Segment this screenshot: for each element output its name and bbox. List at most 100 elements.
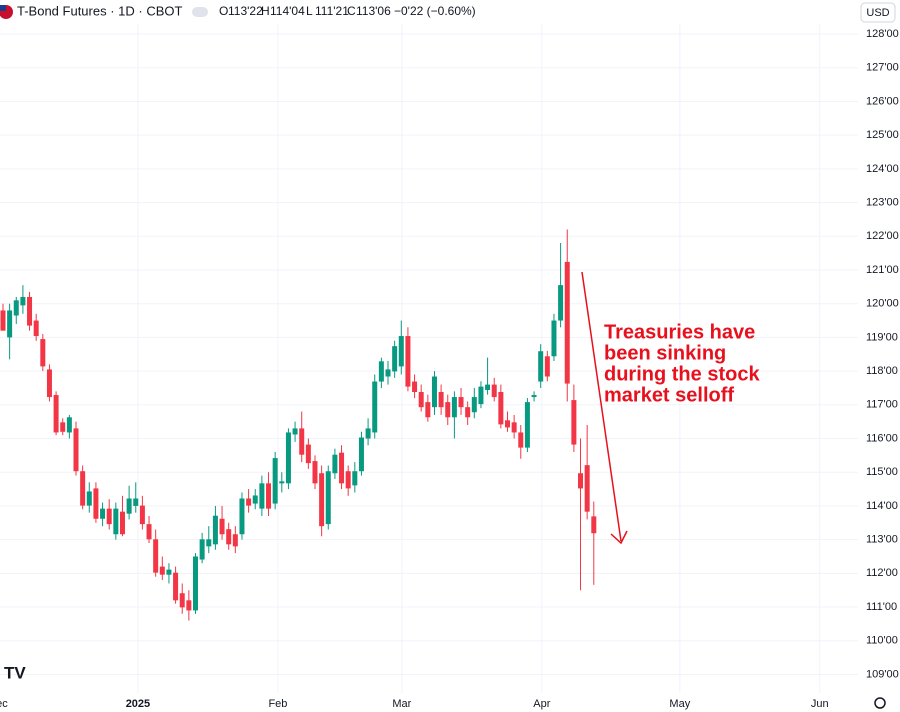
axis-labels: 109'00 110'00 111'00 112'00 113'00 114'00 115'… (0, 28, 899, 710)
candle-body (259, 483, 265, 509)
flag-icon-canton (0, 5, 6, 11)
candle-body (106, 508, 112, 525)
y-tick-label: 126'00 (866, 95, 899, 107)
candle-body (319, 473, 325, 527)
candle-body (20, 296, 26, 306)
candle-body (471, 397, 477, 413)
candle-body (332, 454, 338, 474)
y-tick-label: 114'00 (866, 500, 898, 512)
x-tick-label: Feb (268, 698, 287, 710)
candle-body (285, 432, 291, 484)
candle-body (192, 556, 198, 611)
legend-key: C (347, 4, 356, 18)
y-tick-label: 112'00 (866, 567, 898, 579)
candle-body (312, 461, 318, 484)
candle-body (206, 539, 212, 547)
candle-body (564, 261, 570, 384)
candle-body (465, 407, 471, 418)
x-tick-label: Mar (392, 698, 411, 710)
status-pill (192, 7, 208, 17)
legend-value: 113'22 (228, 4, 263, 18)
x-tick-label: 2025 (126, 698, 150, 710)
candle-body (173, 572, 179, 601)
y-tick-label: 116'00 (866, 432, 898, 444)
candle-body (518, 432, 524, 448)
y-tick-label: 121'00 (866, 264, 899, 276)
change-value: −0'22 (−0.60%) (394, 4, 476, 18)
candle-body (113, 508, 119, 535)
candle-body (133, 498, 139, 506)
candle-body (372, 381, 378, 433)
y-tick-label: 119'00 (866, 331, 898, 343)
candle-body (239, 498, 245, 535)
candle-body (80, 471, 86, 506)
candle-body (166, 569, 172, 575)
candle-body (438, 392, 444, 408)
candle-body (199, 539, 205, 560)
candle-body (425, 402, 431, 418)
candle-body (352, 471, 358, 486)
y-tick-label: 110'00 (866, 635, 898, 647)
candle-body (491, 384, 497, 398)
legend-key: O (219, 4, 228, 18)
ohlc-legend: O 113'22H 114'04 L 111'21C 113'06 (219, 4, 391, 18)
candle-body (538, 351, 544, 382)
candle-body (153, 539, 159, 573)
candle-body (46, 369, 52, 398)
candle-body (305, 444, 311, 464)
candle-body (246, 498, 252, 506)
candle-body (358, 437, 364, 472)
legend-value: 113'06 (356, 4, 391, 18)
x-tick-label: May (669, 698, 690, 710)
y-tick-label: 111'00 (866, 601, 897, 613)
candle-body (126, 498, 132, 514)
candle-body (378, 361, 384, 382)
candle-body (292, 428, 298, 435)
tv-logo[interactable]: TV (4, 663, 26, 682)
candle-body (266, 483, 272, 509)
candle-body (345, 471, 351, 489)
candle-body (325, 471, 331, 525)
legend-value: 111'21 (315, 4, 349, 18)
candle-body (86, 491, 92, 506)
candle-body (252, 495, 258, 504)
candle-body (511, 422, 517, 433)
candle-body (139, 505, 145, 525)
y-tick-label: 120'00 (866, 298, 899, 310)
candle-body (60, 422, 66, 432)
symbol-title[interactable]: T-Bond Futures · 1D · CBOT (17, 3, 182, 18)
y-tick-label: 128'00 (866, 28, 899, 40)
candle-body (0, 310, 6, 331)
y-tick-label: 125'00 (866, 129, 899, 141)
candle-body (33, 320, 39, 337)
candle-body (100, 508, 106, 519)
candle-body (544, 356, 550, 377)
candle-body (53, 395, 59, 433)
legend-value: 114'04 (270, 4, 305, 18)
candle-body (7, 310, 13, 338)
candles (0, 229, 597, 621)
candle-body (146, 524, 152, 540)
currency-button[interactable] (860, 2, 896, 23)
y-tick-label: 118'00 (866, 365, 898, 377)
candle-body (405, 336, 411, 387)
candle-body (13, 300, 19, 316)
annotation-text: market selloff (604, 384, 734, 406)
candle-body (398, 336, 404, 367)
annotation-arrowhead (610, 530, 628, 545)
candle-body (524, 402, 530, 448)
candle-body (531, 395, 537, 398)
candle-body (212, 515, 218, 545)
candle-body (418, 392, 424, 408)
y-tick-label: 113'00 (866, 534, 898, 546)
y-tick-label: 122'00 (866, 230, 899, 242)
settings-icon[interactable] (874, 697, 886, 709)
y-tick-label: 117'00 (866, 399, 898, 411)
currency-label[interactable]: USD (866, 7, 889, 19)
y-tick-label: 127'00 (866, 62, 899, 74)
candle-body (584, 465, 590, 512)
y-tick-label: 109'00 (866, 668, 899, 680)
annotation-text: during the stock (604, 363, 760, 385)
x-tick-label: Jun (811, 698, 829, 710)
